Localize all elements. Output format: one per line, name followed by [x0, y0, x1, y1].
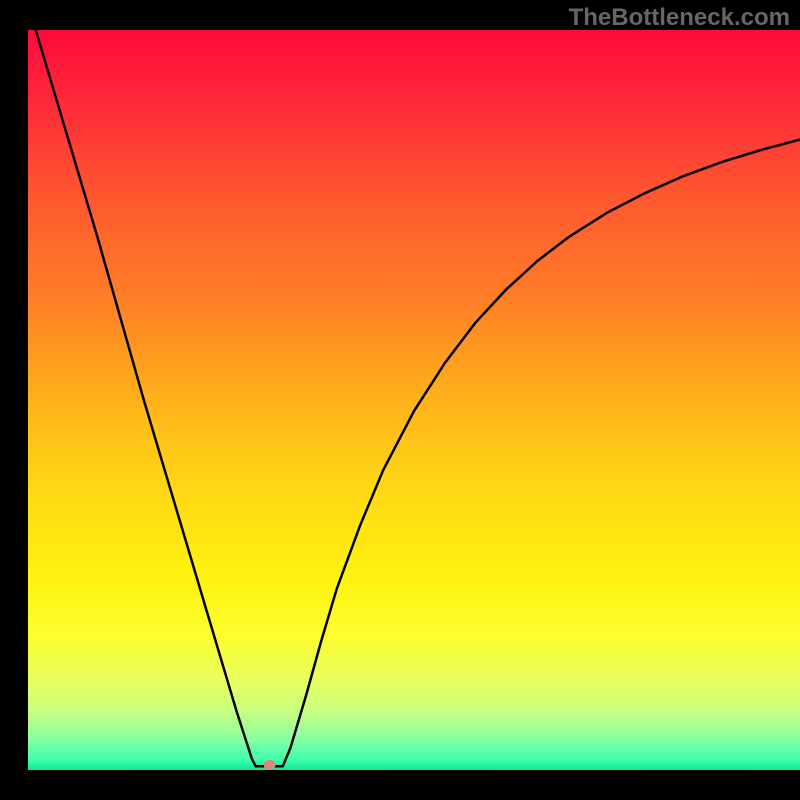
optimum-marker [264, 760, 276, 770]
chart-container: TheBottleneck.com [0, 0, 800, 800]
chart-svg [28, 30, 800, 770]
watermark-text: TheBottleneck.com [569, 4, 790, 32]
plot-area [28, 30, 800, 770]
